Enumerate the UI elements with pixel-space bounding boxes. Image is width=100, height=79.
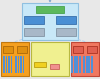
FancyBboxPatch shape xyxy=(88,56,90,73)
FancyBboxPatch shape xyxy=(1,42,29,76)
FancyBboxPatch shape xyxy=(91,56,93,73)
FancyBboxPatch shape xyxy=(8,56,10,73)
FancyBboxPatch shape xyxy=(87,46,97,53)
FancyBboxPatch shape xyxy=(31,42,69,76)
FancyBboxPatch shape xyxy=(10,56,12,73)
FancyBboxPatch shape xyxy=(71,42,99,76)
FancyBboxPatch shape xyxy=(56,16,76,24)
FancyBboxPatch shape xyxy=(3,46,13,53)
FancyBboxPatch shape xyxy=(79,56,81,73)
FancyBboxPatch shape xyxy=(36,6,64,13)
FancyBboxPatch shape xyxy=(15,56,17,73)
FancyBboxPatch shape xyxy=(56,28,76,36)
FancyBboxPatch shape xyxy=(6,56,7,73)
FancyBboxPatch shape xyxy=(17,46,27,53)
FancyBboxPatch shape xyxy=(76,56,78,73)
FancyBboxPatch shape xyxy=(24,16,44,24)
FancyBboxPatch shape xyxy=(83,56,85,73)
FancyBboxPatch shape xyxy=(24,28,44,36)
FancyBboxPatch shape xyxy=(50,64,59,69)
FancyBboxPatch shape xyxy=(86,56,88,73)
FancyBboxPatch shape xyxy=(3,56,5,73)
FancyBboxPatch shape xyxy=(22,3,78,40)
FancyBboxPatch shape xyxy=(22,56,24,73)
FancyBboxPatch shape xyxy=(18,56,19,73)
FancyBboxPatch shape xyxy=(73,46,83,53)
FancyBboxPatch shape xyxy=(34,62,46,67)
FancyBboxPatch shape xyxy=(74,56,76,73)
FancyBboxPatch shape xyxy=(20,56,22,73)
FancyBboxPatch shape xyxy=(71,56,73,73)
